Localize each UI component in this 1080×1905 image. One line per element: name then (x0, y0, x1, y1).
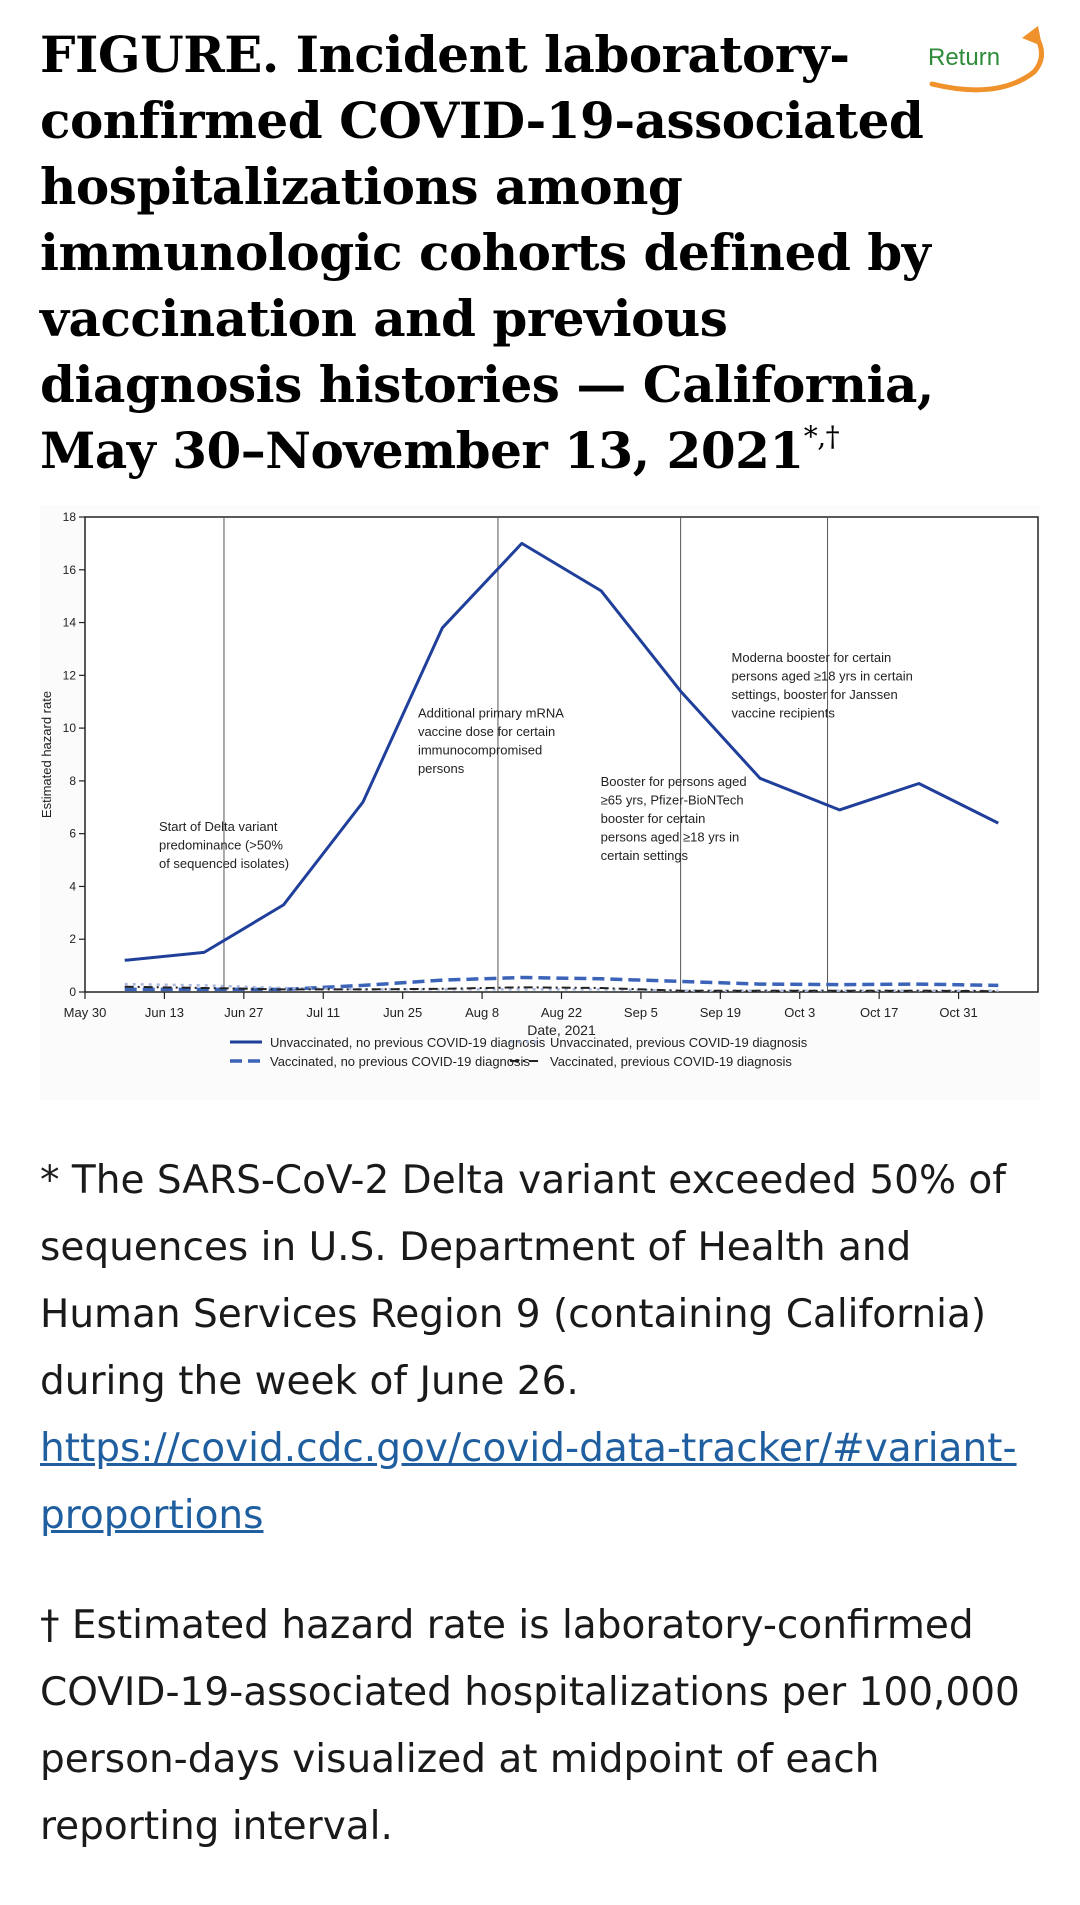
annotation-text: persons aged ≥18 yrs in certain (732, 669, 913, 684)
y-tick-label: 18 (63, 510, 77, 524)
x-tick-label: Aug 22 (541, 1005, 582, 1020)
x-tick-label: Aug 8 (465, 1005, 499, 1020)
y-tick-label: 0 (69, 985, 76, 999)
plot-frame (84, 516, 1039, 993)
line-chart: 0 2 4 6 8 10 12 14 16 18 May 30 Jun 13 Jun 27 Jul 11 J… (40, 510, 1039, 1069)
x-tick-label: Oct 3 (784, 1005, 815, 1020)
footnote-hazard-rate: † Estimated hazard rate is laboratory-co… (40, 1603, 1020, 1849)
y-tick-label: 10 (63, 721, 77, 735)
y-tick-label: 6 (69, 827, 76, 841)
series-line-2 (124, 975, 999, 992)
y-tick-label: 4 (69, 879, 76, 893)
y-tick-label: 8 (69, 774, 76, 788)
x-axis-title: Date, 2021 (527, 1022, 596, 1038)
annotation-text: Booster for persons aged (601, 774, 747, 789)
annotation-text: certain settings (601, 848, 689, 863)
series-line-4 (124, 985, 999, 993)
annotation-text: Start of Delta variant (159, 819, 278, 834)
x-tick-label: Sep 19 (700, 1005, 741, 1020)
annotation-text: persons aged ≥18 yrs in (601, 830, 740, 845)
footnote-delta-variant: * The SARS-CoV-2 Delta variant exceeded … (40, 1147, 1050, 1549)
annotation-text: persons (418, 761, 465, 776)
chart-figure: 0 2 4 6 8 10 12 14 16 18 May 30 Jun 13 Jun 27 Jul 11 J… (40, 505, 1040, 1100)
legend-label: Unvaccinated, no previous COVID-19 diagn… (270, 1035, 546, 1050)
figure-title: FIGURE. Incident laboratory-confirmed CO… (40, 22, 970, 484)
legend-label: Unvaccinated, previous COVID-19 diagnosi… (550, 1035, 808, 1050)
y-axis-title: Estimated hazard rate (40, 691, 54, 818)
footnote-marks: *,† (803, 420, 840, 453)
x-tick-label: Oct 17 (860, 1005, 898, 1020)
x-tick-label: Jul 11 (306, 1005, 340, 1020)
return-arrow-icon (929, 26, 1044, 93)
x-tick-label: Sep 5 (624, 1005, 658, 1020)
annotation-text: Moderna booster for certain (732, 650, 892, 665)
series-line-1 (124, 541, 999, 962)
annotation-text: of sequenced isolates) (159, 856, 289, 871)
return-button[interactable]: Return (918, 22, 1050, 94)
annotation-text: vaccine recipients (732, 706, 836, 721)
figure-title-text: FIGURE. Incident laboratory-confirmed CO… (40, 25, 934, 480)
x-tick-label: Jun 13 (145, 1005, 184, 1020)
annotation-text: immunocompromised (418, 743, 542, 758)
y-tick-label: 2 (69, 932, 76, 946)
annotation-text: Additional primary mRNA (418, 706, 564, 721)
x-tick-label: Jun 25 (383, 1005, 422, 1020)
variant-proportions-link[interactable]: https://covid.cdc.gov/covid-data-tracker… (40, 1426, 1017, 1538)
annotation-text: booster for certain (601, 811, 706, 826)
x-tick-label: Oct 31 (939, 1005, 977, 1020)
y-tick-label: 16 (63, 563, 77, 577)
annotation-text: settings, booster for Janssen (732, 687, 898, 702)
y-tick-label: 12 (63, 668, 77, 682)
legend-label: Vaccinated, previous COVID-19 diagnosis (550, 1054, 792, 1069)
return-label: Return (928, 44, 1001, 71)
y-tick-label: 14 (63, 616, 77, 630)
annotation-text: predominance (>50% (159, 838, 283, 853)
legend-label: Vaccinated, no previous COVID-19 diagnos… (270, 1054, 530, 1069)
x-tick-label: Jun 27 (224, 1005, 263, 1020)
footnote-delta-text: * The SARS-CoV-2 Delta variant exceeded … (40, 1158, 1006, 1404)
annotation-text: ≥65 yrs, Pfizer-BioNTech (601, 793, 744, 808)
x-tick-label: May 30 (64, 1005, 107, 1020)
annotation-text: vaccine dose for certain (418, 724, 555, 739)
